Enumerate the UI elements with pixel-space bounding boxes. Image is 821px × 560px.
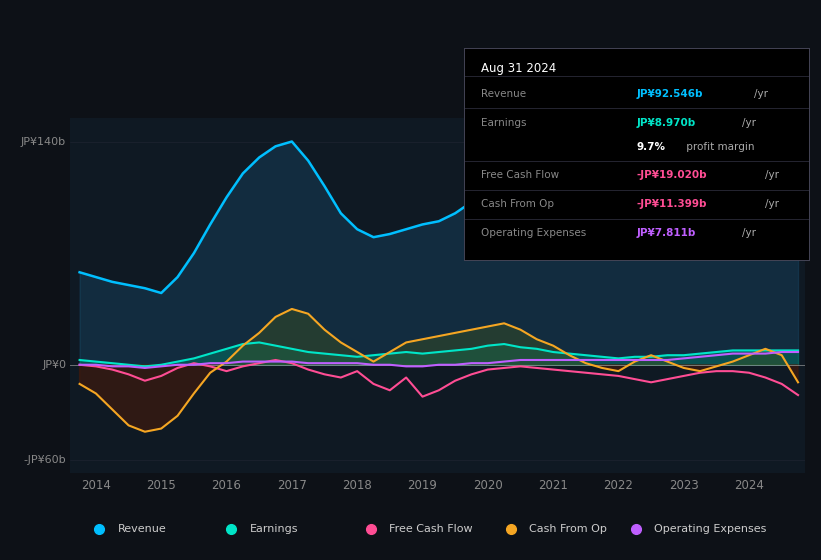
Text: Aug 31 2024: Aug 31 2024 <box>481 63 557 76</box>
Text: Revenue: Revenue <box>117 524 167 534</box>
Text: Operating Expenses: Operating Expenses <box>481 228 586 238</box>
Text: /yr: /yr <box>742 228 756 238</box>
Text: -JP¥11.399b: -JP¥11.399b <box>636 199 707 209</box>
Text: profit margin: profit margin <box>683 142 754 152</box>
Text: Cash From Op: Cash From Op <box>481 199 554 209</box>
Text: Free Cash Flow: Free Cash Flow <box>481 170 559 180</box>
Text: JP¥0: JP¥0 <box>42 360 67 370</box>
Text: -JP¥60b: -JP¥60b <box>24 455 67 465</box>
Text: Operating Expenses: Operating Expenses <box>654 524 766 534</box>
Text: Revenue: Revenue <box>481 90 526 100</box>
Text: 9.7%: 9.7% <box>636 142 665 152</box>
Text: /yr: /yr <box>742 118 756 128</box>
Text: JP¥92.546b: JP¥92.546b <box>636 90 703 100</box>
Text: /yr: /yr <box>765 199 779 209</box>
Text: JP¥7.811b: JP¥7.811b <box>636 228 695 238</box>
Text: /yr: /yr <box>765 170 779 180</box>
Text: Earnings: Earnings <box>250 524 298 534</box>
Text: Free Cash Flow: Free Cash Flow <box>389 524 473 534</box>
Text: JP¥8.970b: JP¥8.970b <box>636 118 695 128</box>
Text: Earnings: Earnings <box>481 118 526 128</box>
Text: -JP¥19.020b: -JP¥19.020b <box>636 170 707 180</box>
Text: Cash From Op: Cash From Op <box>529 524 607 534</box>
Text: /yr: /yr <box>754 90 768 100</box>
Text: JP¥140b: JP¥140b <box>21 137 67 147</box>
